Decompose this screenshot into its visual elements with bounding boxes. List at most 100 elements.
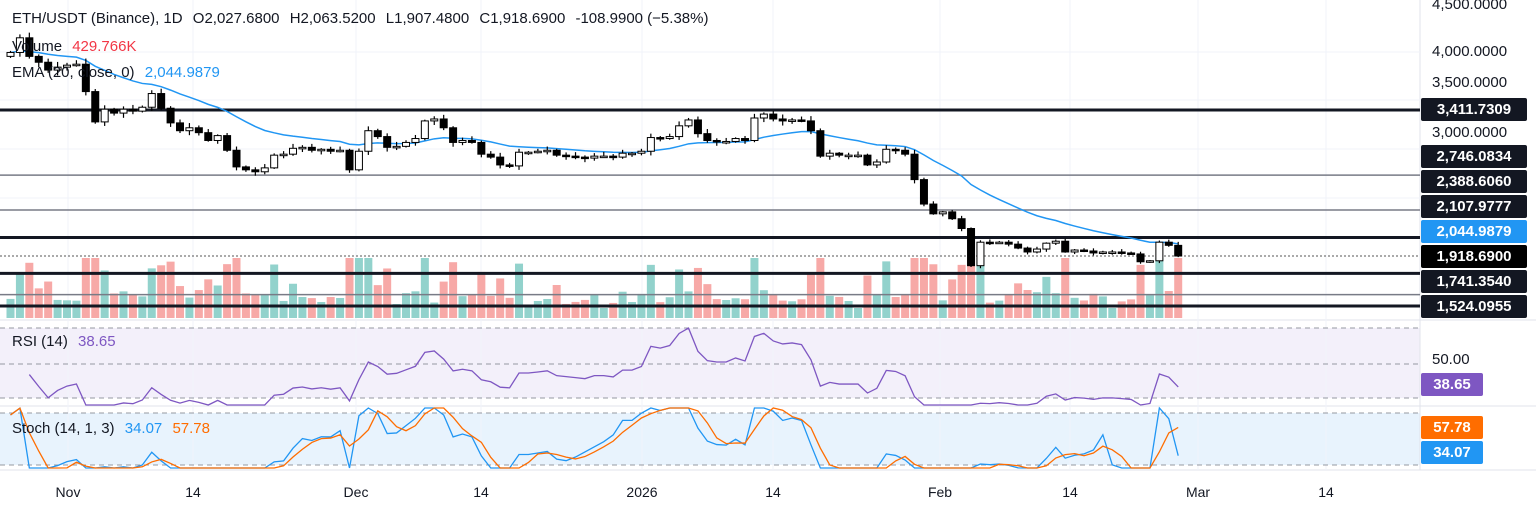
- time-label: Dec: [343, 484, 369, 500]
- volume-bar: [788, 301, 797, 318]
- candle-body: [345, 149, 354, 171]
- close-price-tag: 1,918.6900: [1421, 245, 1527, 268]
- candle-body: [1061, 240, 1070, 253]
- candle-body: [656, 137, 665, 140]
- candle-body: [119, 108, 128, 114]
- candle-body: [213, 135, 222, 141]
- candle-body: [1051, 240, 1060, 244]
- ohlc-open: O2,027.6800: [192, 10, 280, 27]
- volume-bar: [844, 301, 853, 318]
- volume-bar: [1070, 297, 1079, 318]
- volume-bar: [326, 297, 335, 318]
- candle-body: [703, 133, 712, 141]
- candle-body: [307, 146, 316, 151]
- volume-bar: [81, 258, 90, 318]
- volume-bar: [496, 278, 505, 318]
- candle-body: [138, 106, 147, 112]
- candle-body: [552, 149, 561, 156]
- volume-bar: [806, 272, 815, 318]
- price-axis-label: 4,500.0000: [1432, 0, 1508, 13]
- candle-body: [957, 218, 966, 230]
- ohlc-close: C1,918.6900: [479, 10, 566, 27]
- volume-bar: [430, 302, 439, 318]
- volume-label: Volume: [12, 38, 63, 55]
- volume-bar: [1108, 308, 1117, 318]
- volume-bar: [882, 261, 891, 318]
- ema-label: EMA (20, close, 0): [12, 64, 135, 81]
- candle-body: [1174, 244, 1183, 257]
- volume-bar: [1042, 276, 1051, 318]
- volume-bar: [891, 297, 900, 318]
- candle-body: [1117, 251, 1126, 254]
- candle-body: [204, 132, 213, 141]
- candle-body: [562, 154, 571, 158]
- candle-body: [63, 64, 72, 68]
- volume-bar: [1023, 290, 1032, 318]
- volume-bar: [223, 264, 232, 318]
- candle-body: [496, 156, 505, 166]
- rsi-value-tag: 38.65: [1421, 373, 1483, 396]
- candle-body: [571, 155, 580, 159]
- ohlc-high: H2,063.5200: [289, 10, 376, 27]
- volume-bar: [703, 284, 712, 318]
- candle-body: [147, 93, 156, 108]
- volume-bar: [279, 300, 288, 318]
- candle-body: [176, 122, 185, 132]
- volume-bar: [1174, 258, 1183, 318]
- volume-bar: [185, 297, 194, 318]
- candle-body: [232, 149, 241, 168]
- candle-body: [524, 151, 533, 155]
- candle-body: [477, 141, 486, 155]
- volume-bar: [345, 258, 354, 318]
- candle-body: [251, 169, 260, 173]
- volume-legend[interactable]: Volume 429.766K: [12, 38, 142, 55]
- volume-bar: [420, 258, 429, 318]
- rsi-value: 38.65: [78, 333, 116, 350]
- candle-body: [769, 113, 778, 120]
- candle-body: [128, 108, 137, 112]
- volume-bar: [1155, 258, 1164, 318]
- volume-bar: [176, 286, 185, 318]
- candle-body: [646, 137, 655, 152]
- candle-body: [919, 179, 928, 205]
- candle-body: [825, 152, 834, 157]
- candle-body: [223, 135, 232, 151]
- candle-body: [693, 119, 702, 135]
- volume-bar: [562, 303, 571, 318]
- volume-bar: [449, 262, 458, 318]
- candle-body: [1080, 249, 1089, 253]
- candle-body: [439, 118, 448, 129]
- volume-bar: [929, 264, 938, 318]
- candle-body: [995, 241, 1004, 245]
- candle-body: [967, 228, 976, 267]
- candle-body: [1070, 249, 1079, 253]
- volume-bar: [628, 302, 637, 318]
- rsi-legend[interactable]: RSI (14) 38.65: [12, 333, 122, 350]
- ema-legend[interactable]: EMA (20, close, 0) 2,044.9879: [12, 64, 226, 81]
- candle-body: [985, 241, 994, 245]
- stoch-legend[interactable]: Stoch (14, 1, 3) 34.07 57.78: [12, 420, 216, 437]
- volume-bar: [307, 298, 316, 318]
- candle-body: [872, 161, 881, 166]
- volume-bar: [797, 299, 806, 318]
- volume-bar: [919, 258, 928, 318]
- price-change: -108.9900 (−5.38%): [575, 10, 709, 27]
- candle-body: [675, 125, 684, 138]
- volume-bar: [938, 300, 947, 318]
- volume-bar: [948, 279, 957, 318]
- ohlc-low: L1,907.4800: [385, 10, 470, 27]
- candle-body: [948, 211, 957, 220]
- candle-body: [326, 148, 335, 152]
- volume-bar: [204, 279, 213, 318]
- volume-bar: [194, 290, 203, 318]
- volume-bar: [863, 275, 872, 318]
- candle-body: [1042, 242, 1051, 250]
- candle-body: [430, 118, 439, 122]
- volume-bar: [44, 281, 53, 318]
- volume-bar: [816, 258, 825, 318]
- volume-bar: [722, 300, 731, 318]
- level-tag-1524: 1,524.0955: [1421, 295, 1527, 318]
- candle-body: [750, 117, 759, 141]
- candle-body: [515, 151, 524, 167]
